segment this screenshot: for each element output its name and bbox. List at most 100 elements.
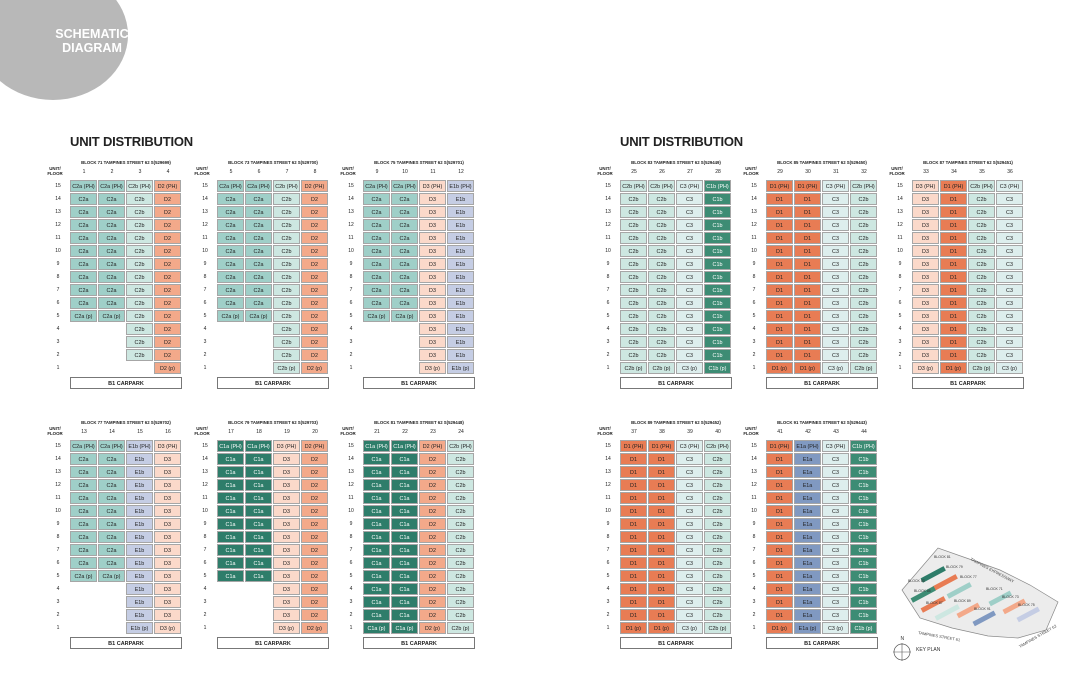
unit-cell: D3 [912, 297, 939, 309]
floor-number: 12 [348, 482, 354, 488]
unit-cell: C1a [391, 492, 418, 504]
unit-cell: C2b [648, 310, 675, 322]
unit-cell: C2b [850, 258, 877, 270]
floor-number: 13 [55, 469, 61, 475]
badge-text: SCHEMATIC DIAGRAM [52, 27, 132, 55]
unit-cell: C3 [676, 505, 703, 517]
unit-cell: C2a [391, 271, 418, 283]
unit-cell: C2b [273, 297, 300, 309]
unit-cell: E1b [447, 310, 474, 322]
unit-cell: D1 [648, 544, 675, 556]
unit-cell: D2 [301, 323, 328, 335]
unit-cell: E1a [794, 531, 821, 543]
unit-cell: E1a [794, 596, 821, 608]
floor-number: 14 [751, 456, 757, 462]
unit-cell: C2a [363, 271, 390, 283]
floor-number: 5 [752, 313, 756, 319]
floor-number: 11 [751, 495, 757, 501]
unit-cell: D3 (PH) [912, 180, 939, 192]
unit-cell: C2b [648, 232, 675, 244]
unit-cell: C2a (p) [70, 310, 97, 322]
floor-number: 10 [348, 508, 354, 514]
unit-cell: C1a [391, 557, 418, 569]
unit-cell: C2b [850, 219, 877, 231]
unit-cell: E1b (PH) [447, 180, 474, 192]
unit-cell: D1 [648, 583, 675, 595]
floor-number: 13 [751, 469, 757, 475]
unit-cell: D3 (p) [154, 622, 181, 634]
unit-cell: D1 [794, 193, 821, 205]
unit-cell: C2b [273, 336, 300, 348]
unit-cell: D1 [648, 531, 675, 543]
unit-cell: C2b [447, 479, 474, 491]
floor-number: 10 [605, 508, 611, 514]
unit-numbers: 33 34 35 36 [912, 169, 1024, 175]
unit-cell: D3 (p) [273, 622, 300, 634]
floor-number: 2 [56, 612, 60, 618]
unit-cell: C2b [620, 258, 647, 270]
floor-number: 4 [349, 586, 353, 592]
unit-cell: C2b [273, 206, 300, 218]
unit-cell: E1a [794, 479, 821, 491]
unit-cell: C2b (PH) [447, 440, 474, 452]
unit-cell: C2b [620, 349, 647, 361]
unit-grid: C1a (PH) C1a C1a C1a C1a C1a C1a C1a C1a C1a C1a C1… [363, 440, 475, 635]
unit-cell: D1 (p) [794, 362, 821, 374]
unit-cell: C2a [98, 232, 125, 244]
floor-number: 1 [56, 625, 60, 631]
floor-number: 10 [897, 248, 903, 254]
north-label: N [901, 636, 905, 642]
unit-cell: D2 [419, 583, 446, 595]
unit-number: 4 [166, 169, 170, 175]
unit-cell: C3 [676, 310, 703, 322]
unit-cell: C1a [391, 518, 418, 530]
unit-cell: C2b [273, 193, 300, 205]
unit-cell: E1b [126, 596, 153, 608]
unit-cell: E1b [447, 258, 474, 270]
unit-cell: C3 [822, 297, 849, 309]
unit-cell: C2a [70, 518, 97, 530]
floor-number: 3 [56, 599, 60, 605]
unit-cell: C2b [704, 479, 731, 491]
unit-cell: C3 [676, 219, 703, 231]
unit-cell: C2b [850, 232, 877, 244]
unit-cell: C2b [447, 518, 474, 530]
unit-cell: C2a [217, 271, 244, 283]
unit-cell: C2a [245, 232, 272, 244]
floor-number: 14 [55, 456, 61, 462]
unit-cell: C2b [126, 284, 153, 296]
unit-cell: C2b [850, 245, 877, 257]
floor-number: 15 [605, 443, 611, 449]
unit-cell: D3 [273, 596, 300, 608]
unit-cell: C3 [676, 453, 703, 465]
unit-cell: C2b [648, 245, 675, 257]
floor-number: 15 [55, 443, 61, 449]
floor-number: 5 [56, 573, 60, 579]
floor-number: 8 [606, 274, 610, 280]
block-title: BLOCK 81 TAMPINES STREET 62 S(529448) [374, 420, 464, 425]
unit-cell: D1 [648, 453, 675, 465]
floor-label: FLOOR [743, 171, 759, 176]
unit-cell: C2a [98, 492, 125, 504]
unit-cell: C1a [245, 531, 272, 543]
unit-cell: D1 [766, 349, 793, 361]
unit-number: 14 [109, 429, 115, 435]
unit-cell: D2 [301, 583, 328, 595]
unit-number: 2 [110, 169, 114, 175]
unit-cell: D2 [419, 570, 446, 582]
floor-number: 14 [605, 456, 611, 462]
unit-cell: C2a [98, 297, 125, 309]
unit-cell: E1b [126, 453, 153, 465]
floor-number: 1 [203, 365, 207, 371]
block-shape-85 [920, 596, 946, 613]
unit-cell: D1 [940, 206, 967, 218]
unit-cell: D2 (PH) [301, 440, 328, 452]
unit-cell: C2b [620, 284, 647, 296]
floor-number: 7 [56, 547, 60, 553]
unit-cell: D1 [766, 453, 793, 465]
unit-number: 28 [715, 169, 721, 175]
unit-cell: D3 [912, 310, 939, 322]
unit-cell: C2a [70, 232, 97, 244]
floor-number: 3 [606, 339, 610, 345]
unit-number: 7 [285, 169, 289, 175]
